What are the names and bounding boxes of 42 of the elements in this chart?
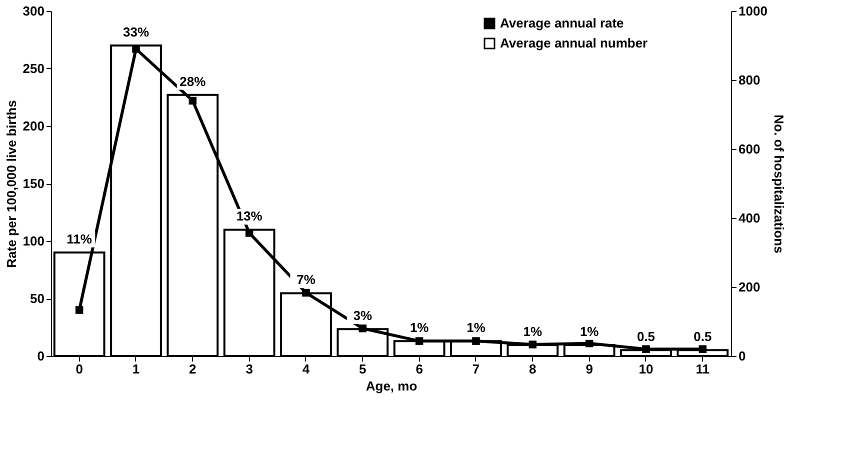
annotation: 1% xyxy=(410,320,430,336)
y2-tick-label: 600 xyxy=(738,142,760,156)
x-tick-label: 6 xyxy=(416,362,423,376)
y-tick-label: 0 xyxy=(37,348,44,364)
x-axis-title: Age, mo xyxy=(366,378,418,394)
x-tick-label: 4 xyxy=(302,362,310,376)
annotation: 3% xyxy=(353,308,372,324)
legend-label: Average annual rate xyxy=(500,16,624,30)
annotation: 7% xyxy=(296,272,316,288)
annotation: 0.5 xyxy=(694,329,712,344)
annotation: 13% xyxy=(236,208,263,224)
y2-tick-label: 800 xyxy=(738,72,760,88)
annotation: 1% xyxy=(466,320,486,336)
y-tick-label: 250 xyxy=(22,61,44,76)
x-tick-label: 7 xyxy=(472,362,480,376)
annotation: 1% xyxy=(580,324,600,339)
y-tick-label: 300 xyxy=(22,4,44,18)
x-tick-label: 9 xyxy=(586,362,593,376)
x-tick-label: 1 xyxy=(132,362,140,376)
annotation: 11% xyxy=(66,232,92,246)
annotation: 33% xyxy=(122,24,150,40)
y-tick-label: 200 xyxy=(22,118,44,134)
y-tick-label: 100 xyxy=(22,234,44,248)
y-axis-title: Rate per 100,000 live births xyxy=(4,100,19,268)
x-tick-label: 2 xyxy=(189,362,196,376)
y-tick-label: 50 xyxy=(30,291,44,306)
annotation: 0.5 xyxy=(636,329,656,344)
legend-label: Average annual number xyxy=(500,36,648,50)
annotation: 28% xyxy=(180,74,206,89)
y2-axis-title: No. of hospitalizations xyxy=(771,114,786,254)
x-tick-label: 5 xyxy=(359,362,366,376)
x-tick-label: 10 xyxy=(638,362,654,376)
x-tick-label: 3 xyxy=(246,362,253,376)
y2-tick-label: 200 xyxy=(738,280,760,294)
annotation: 1% xyxy=(523,324,542,339)
x-tick-label: 8 xyxy=(529,362,536,376)
x-tick-label: 0 xyxy=(76,362,83,376)
y2-tick-label: 1000 xyxy=(738,4,768,18)
y-tick-label: 150 xyxy=(22,176,44,191)
x-tick-label: 11 xyxy=(696,362,710,376)
y2-tick-label: 0 xyxy=(738,348,746,364)
y2-tick-label: 400 xyxy=(738,210,760,226)
